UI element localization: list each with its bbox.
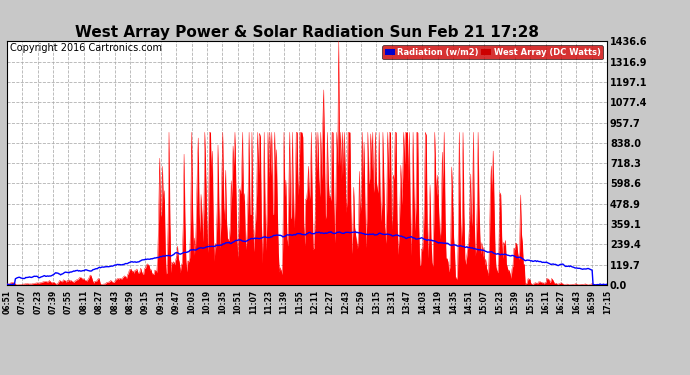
Text: Copyright 2016 Cartronics.com: Copyright 2016 Cartronics.com <box>10 43 162 53</box>
Legend: Radiation (w/m2), West Array (DC Watts): Radiation (w/m2), West Array (DC Watts) <box>382 45 603 59</box>
Title: West Array Power & Solar Radiation Sun Feb 21 17:28: West Array Power & Solar Radiation Sun F… <box>75 25 539 40</box>
